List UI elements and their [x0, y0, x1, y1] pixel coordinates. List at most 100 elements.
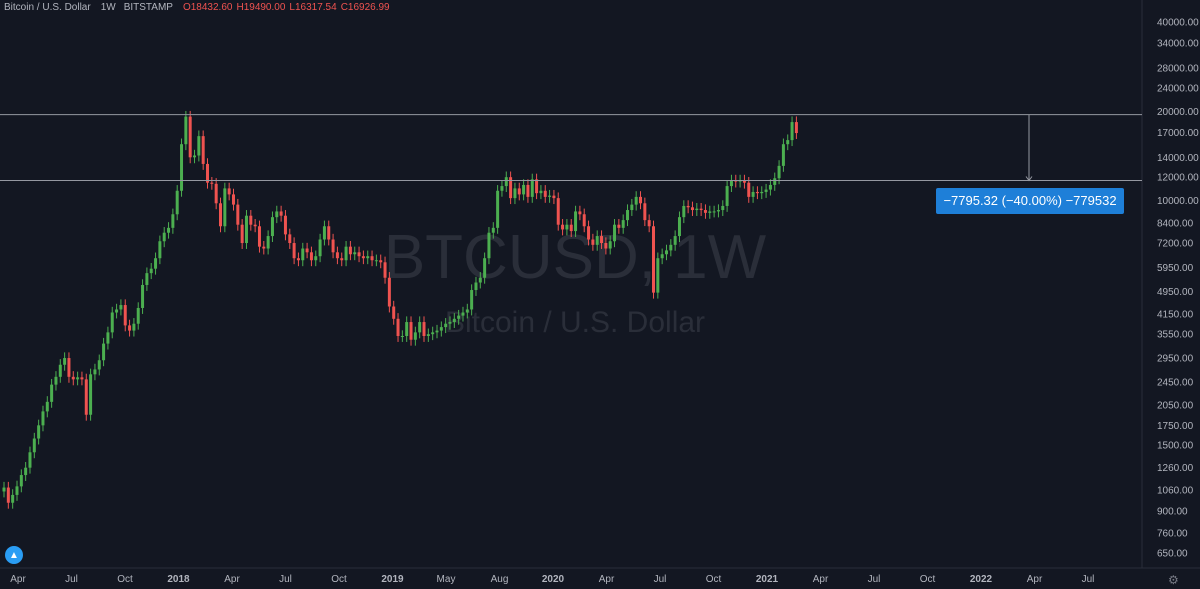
- y-tick-label: 20000.00: [1157, 107, 1199, 118]
- candle-body: [119, 305, 123, 310]
- candle-body: [201, 136, 205, 164]
- candle-body: [171, 214, 175, 228]
- candle-body: [764, 189, 768, 192]
- x-tick-label: Oct: [920, 574, 936, 585]
- y-tick-label: 4150.00: [1157, 310, 1194, 321]
- candle-body: [465, 309, 469, 313]
- candle-body: [240, 224, 244, 244]
- time-axis[interactable]: Apr Jul Oct 2018 Apr Jul Oct 2019 May Aug 2020 Apr J…: [10, 574, 1094, 585]
- watermark-name: Bitcoin / U.S. Dollar: [445, 306, 705, 339]
- candle-body: [725, 186, 729, 206]
- y-tick-label: 1500.00: [1157, 441, 1194, 452]
- candle-body: [249, 215, 253, 225]
- x-tick-label: Jul: [868, 574, 881, 585]
- candle-body: [647, 220, 651, 227]
- candle-body: [262, 246, 266, 249]
- candle-body: [19, 475, 23, 487]
- candle-body: [128, 325, 132, 331]
- candle-body: [63, 358, 67, 365]
- candle-body: [335, 252, 339, 259]
- candle-body: [370, 256, 374, 261]
- candle-body: [214, 183, 218, 204]
- candle-body: [673, 236, 677, 245]
- candle-body: [84, 379, 88, 415]
- candle-body: [418, 322, 422, 333]
- candle-body: [132, 323, 136, 331]
- candle-body: [747, 182, 751, 197]
- candle-body: [301, 248, 305, 261]
- candle-body: [794, 122, 798, 134]
- candle-body: [184, 116, 188, 145]
- candle-body: [522, 184, 526, 195]
- x-tick-label: Jul: [1082, 574, 1095, 585]
- candle-body: [383, 262, 387, 278]
- candle-body: [552, 195, 556, 199]
- candle-body: [591, 239, 595, 245]
- x-tick-label: Jul: [654, 574, 667, 585]
- candle-body: [45, 401, 49, 412]
- exchange-label: BITSTAMP: [123, 2, 173, 13]
- price-range-measure-label[interactable]: −7795.32 (−40.00%) −779532: [936, 188, 1124, 214]
- symbol-name: Bitcoin / U.S. Dollar: [4, 2, 91, 13]
- candle-body: [768, 184, 772, 190]
- candle-body: [587, 226, 591, 240]
- candle-body: [231, 194, 235, 205]
- candle-body: [513, 188, 517, 199]
- candle-body: [686, 205, 690, 208]
- candle-body: [457, 315, 461, 319]
- x-tick-label: Oct: [117, 574, 133, 585]
- candle-body: [578, 211, 582, 215]
- candle-body: [93, 369, 97, 375]
- candle-body: [413, 332, 417, 340]
- candle-body: [556, 198, 560, 225]
- candle-body: [755, 191, 759, 194]
- candle-body: [123, 305, 127, 326]
- candle-body: [461, 312, 465, 316]
- candle-body: [526, 184, 530, 197]
- y-tick-label: 2050.00: [1157, 400, 1194, 411]
- x-tick-label: May: [437, 574, 456, 585]
- interval-label: 1W: [100, 2, 116, 13]
- candle-body: [6, 487, 10, 503]
- candle-body: [569, 224, 573, 232]
- candle-body: [193, 155, 197, 158]
- x-tick-label: Aug: [491, 574, 509, 585]
- candle-body: [80, 377, 84, 380]
- horizontal-lines[interactable]: [0, 114, 1142, 182]
- candle-body: [41, 411, 45, 426]
- candle-body: [244, 215, 248, 244]
- candle-body: [435, 330, 439, 333]
- candle-body: [617, 224, 621, 228]
- candle-body: [439, 327, 443, 331]
- candle-body: [366, 256, 370, 259]
- price-axis[interactable]: 40000.00 34000.00 28000.00 24000.00 20000.00…: [1157, 18, 1199, 560]
- candle-body: [652, 226, 655, 293]
- candle-body: [396, 318, 400, 337]
- candle-body: [729, 180, 733, 187]
- candle-body: [28, 452, 32, 468]
- candle-body: [197, 136, 201, 156]
- candle-body: [89, 374, 93, 415]
- y-tick-label: 1060.00: [1157, 485, 1194, 496]
- candle-body: [54, 376, 58, 385]
- y-tick-label: 650.00: [1157, 549, 1188, 560]
- candle-body: [422, 322, 426, 337]
- candle-body: [509, 177, 513, 199]
- tradingview-logo-icon[interactable]: ▲: [5, 546, 23, 564]
- y-tick-label: 8400.00: [1157, 219, 1194, 230]
- candle-body: [37, 425, 41, 439]
- candle-body: [669, 244, 673, 251]
- candle-body: [305, 248, 309, 253]
- gear-icon[interactable]: ⚙: [1168, 573, 1179, 587]
- candle-body: [331, 239, 335, 253]
- x-tick-label: Oct: [706, 574, 722, 585]
- close-value: C16926.99: [340, 2, 390, 13]
- candle-body: [608, 241, 612, 249]
- candle-body: [223, 188, 227, 227]
- grid-layer: [0, 0, 1200, 569]
- candle-body: [535, 179, 539, 194]
- candle-body: [781, 144, 785, 166]
- candle-body: [613, 224, 617, 242]
